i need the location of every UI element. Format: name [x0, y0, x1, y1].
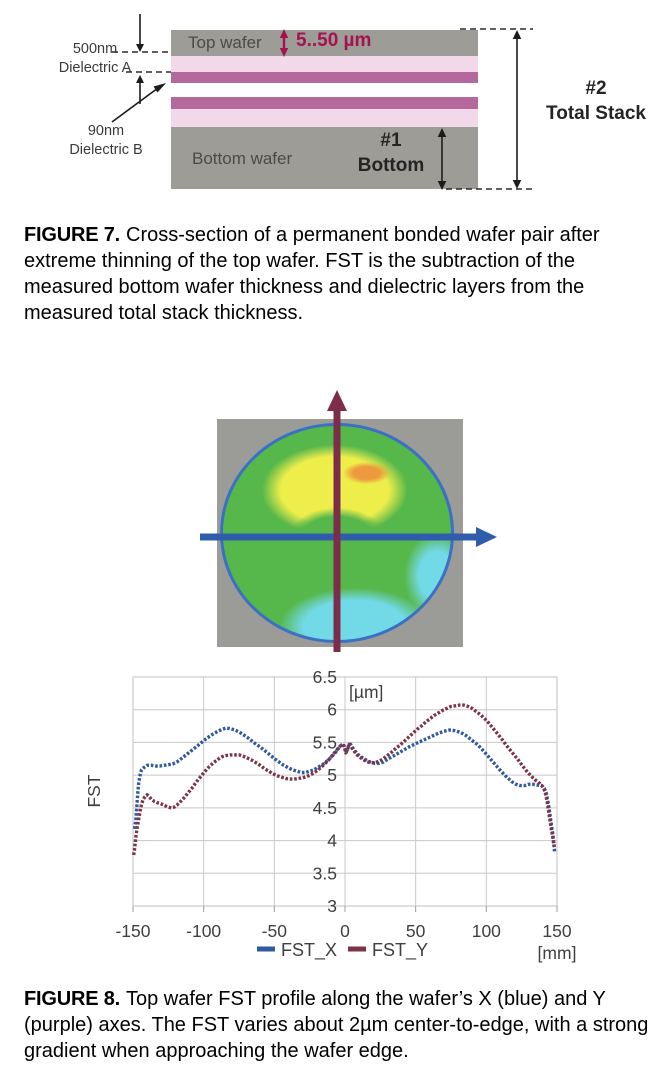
wafer-y-axis-arrow: [327, 390, 347, 652]
figure7-caption: FIGURE 7. Cross-section of a permanent bo…: [24, 222, 658, 326]
top-wafer-label: Top wafer: [188, 33, 262, 52]
dielectric-b-label: Dielectric B: [69, 142, 143, 158]
bottom-wafer-block: [171, 127, 478, 189]
x-unit-label: [mm]: [538, 943, 577, 963]
dielectric-a-annotation: 500nm Dielectric A: [36, 40, 154, 78]
x-tick-label: -100: [186, 921, 221, 941]
y-tick-label: 4.5: [313, 798, 337, 818]
y-tick-label: 4: [327, 831, 337, 851]
y-unit-label: [µm]: [349, 682, 383, 702]
thickness-range-label: 5..50 µm: [296, 30, 372, 51]
total-stack-arrow: [512, 30, 522, 189]
series-fst_y: [132, 703, 556, 856]
dielectric-b-top-layer: [171, 72, 478, 83]
y-tick-label: 5: [327, 765, 337, 785]
down-arrow: [136, 14, 144, 52]
total-stack-label: #2 Total Stack: [528, 76, 664, 126]
dim-90nm-label: 90nm: [87, 123, 125, 139]
bottom-thickness-arrow: [437, 128, 447, 190]
hash1-label: #1: [380, 130, 402, 151]
total-stack-word-label: Total Stack: [546, 103, 646, 124]
y-tick-label: 3: [327, 896, 337, 916]
x-tick-label: 0: [340, 921, 350, 941]
top-wafer-block: [171, 30, 478, 56]
legend-label-fst_y: FST_Y: [372, 940, 428, 961]
dielectric-b-bottom-layer: [171, 97, 478, 109]
x-tick-label: -50: [262, 921, 288, 941]
figure8-caption-label: FIGURE 8.: [24, 988, 120, 1010]
dielectric-a-bottom-layer: [171, 109, 478, 127]
bottom-thickness-label: #1 Bottom: [345, 128, 437, 178]
hash2-label: #2: [585, 78, 607, 99]
wafer-map-axes: [200, 390, 497, 652]
dielectric-a-top-layer: [171, 56, 478, 72]
figure8-caption-text: Top wafer FST profile along the wafer’s …: [24, 988, 649, 1062]
dielectric-a-label: Dielectric A: [58, 60, 132, 76]
x-tick-label: 150: [542, 921, 571, 941]
wafer-x-axis-arrow: [200, 527, 497, 547]
figure7-diagram: Top wafer 5..50 µm Bottom wafer #1 Botto…: [0, 0, 668, 212]
dim-500nm-label: 500nm: [72, 41, 118, 57]
legend-label-fst_x: FST_X: [281, 940, 337, 961]
figure8-caption: FIGURE 8. Top wafer FST profile along the…: [24, 986, 658, 1064]
y-tick-label: 3.5: [313, 863, 337, 883]
x-tick-label: -150: [115, 921, 150, 941]
bottom-word-label: Bottom: [357, 155, 425, 176]
figure7-arrows: [111, 14, 533, 190]
figure7-caption-text: Cross-section of a permanent bonded wafe…: [24, 224, 600, 324]
top-wafer-thickness-arrow: [279, 29, 289, 57]
figure7-caption-label: FIGURE 7.: [24, 224, 120, 246]
y-tick-label: 6.5: [313, 667, 337, 687]
bottom-wafer-label: Bottom wafer: [192, 149, 293, 168]
y-tick-label: 5.5: [313, 732, 337, 752]
fst-profile-chart: -150 -100 -50 0 50 100 150 3 3.5 4 4.5 5 5.5 6 6.5 [µm]…: [84, 667, 577, 963]
x-tick-label: 50: [406, 921, 426, 941]
dielectric-b-annotation: 90nm Dielectric B: [50, 122, 162, 160]
y-tick-label: 6: [327, 700, 337, 720]
x-tick-label: 100: [472, 921, 501, 941]
diagonal-arrow: [111, 83, 166, 123]
y-axis-title: FST: [84, 774, 104, 807]
